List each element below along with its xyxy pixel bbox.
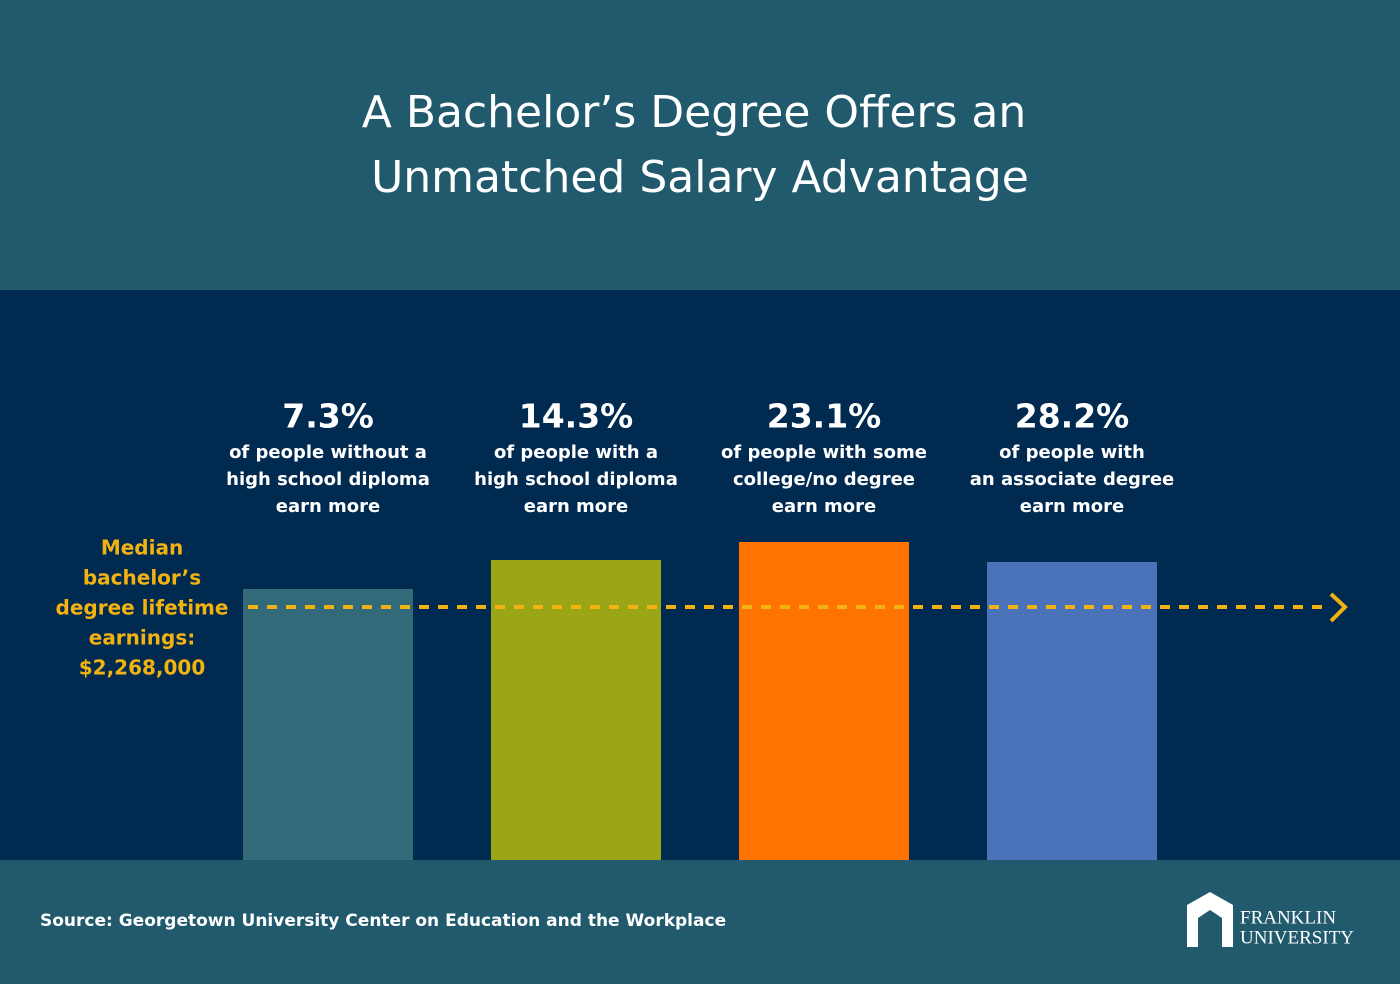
bar — [739, 542, 909, 860]
column-caption: college/no degree — [733, 469, 915, 490]
logo: FRANKLIN UNIVERSITY — [1187, 892, 1354, 948]
median-text: $2,268,000 — [79, 656, 206, 680]
percent: 7.3% — [282, 397, 374, 436]
bar — [491, 560, 661, 860]
title-line: Unmatched Salary Advantage — [371, 152, 1029, 203]
logo-text: FRANKLIN — [1240, 907, 1336, 928]
source: Source: Georgetown University Center on … — [40, 911, 726, 931]
column-caption: of people with — [999, 442, 1145, 463]
logo-text: UNIVERSITY — [1240, 927, 1354, 948]
column-caption: high school diploma — [474, 469, 678, 490]
bar — [243, 589, 413, 860]
column-caption: an associate degree — [970, 469, 1175, 490]
column-caption: earn more — [524, 496, 629, 517]
median-text: earnings: — [89, 626, 195, 650]
percent: 28.2% — [1015, 397, 1130, 436]
logo-mark-door — [1204, 925, 1216, 947]
percent: 14.3% — [519, 397, 634, 436]
column-caption: of people with some — [721, 442, 927, 463]
column-caption: high school diploma — [226, 469, 430, 490]
column-caption: earn more — [772, 496, 877, 517]
median-label: Median bachelor’s degree lifetime earnings:… — [56, 536, 229, 680]
bar — [987, 562, 1157, 860]
title-line: A Bachelor’s Degree Offers an — [362, 87, 1027, 138]
columns: 7.3% of people without a high school diplo… — [226, 397, 1174, 518]
chart-bg — [0, 290, 1400, 860]
median-text: Median — [101, 536, 183, 560]
column-caption: earn more — [1020, 496, 1125, 517]
median-text: degree lifetime — [56, 596, 229, 620]
column-caption: of people with a — [494, 442, 658, 463]
column-caption: of people without a — [229, 442, 427, 463]
footer-bg — [0, 860, 1400, 984]
logo-mark — [1187, 892, 1233, 947]
percent: 23.1% — [767, 397, 882, 436]
header-bg — [0, 0, 1400, 290]
median-text: bachelor’s — [83, 566, 201, 590]
column-caption: earn more — [276, 496, 381, 517]
median-arrow — [1329, 592, 1348, 623]
